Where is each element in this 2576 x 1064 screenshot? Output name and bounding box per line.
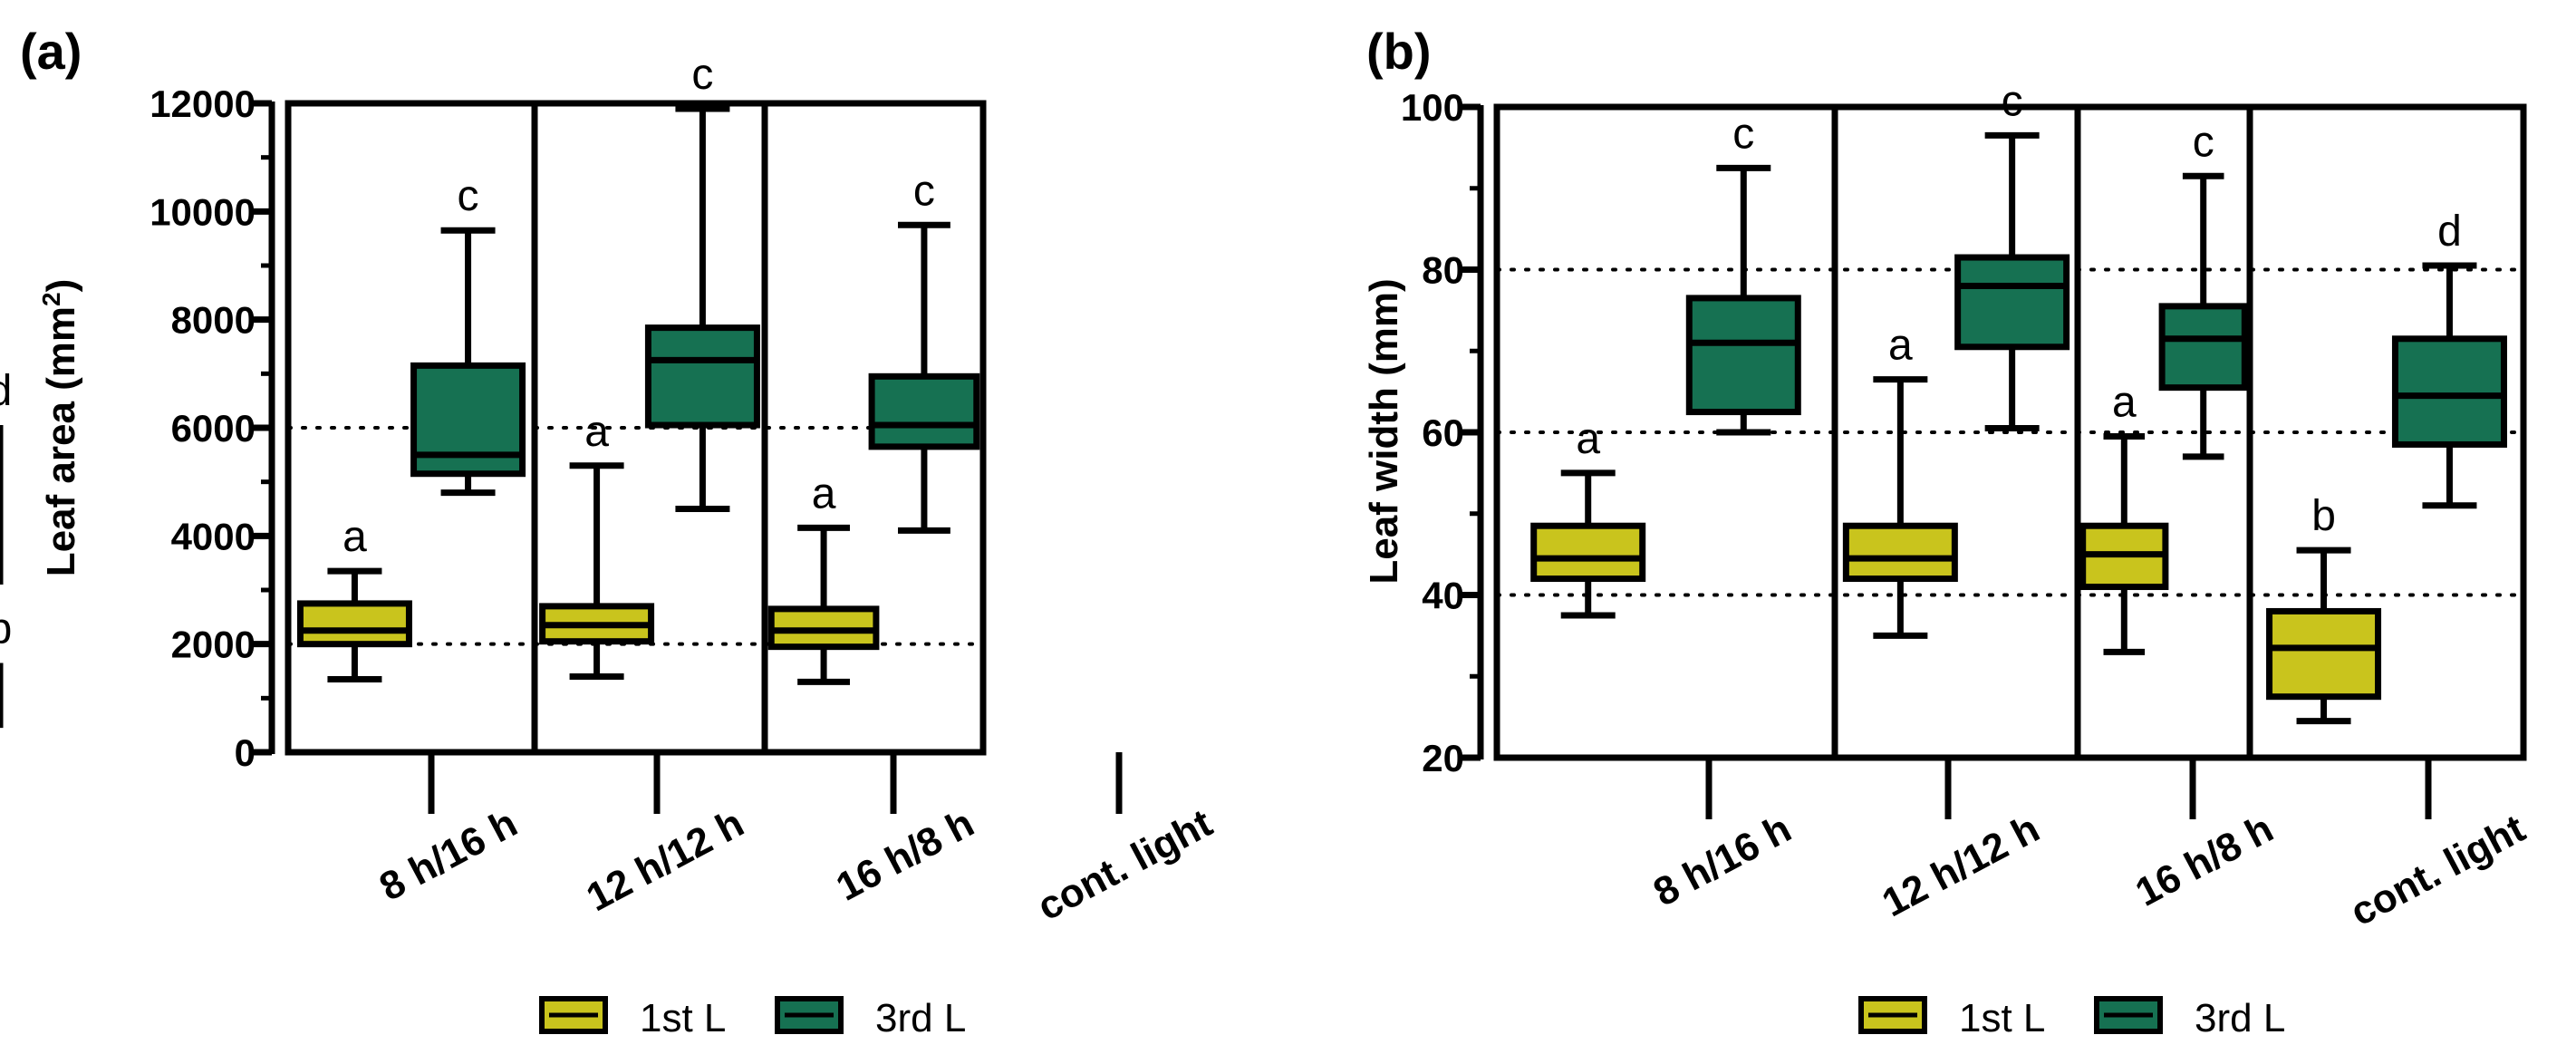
significance-letter: c — [1732, 110, 1754, 158]
significance-letter: c — [2002, 77, 2023, 125]
box-first-leaf: b — [2266, 492, 2382, 725]
box-iqr — [1842, 522, 1958, 583]
panel-b: (b) Leaf width (mm) 20 40 60 80 100 a c 8 h/16 h a… — [1362, 23, 2533, 1040]
plot-frame — [285, 100, 987, 756]
significance-letter: a — [2112, 378, 2137, 426]
box-third-leaf: c — [410, 172, 526, 497]
y-tick-label: 10000 — [150, 190, 256, 233]
box-iqr — [1685, 295, 1801, 416]
box-iqr — [2391, 335, 2507, 448]
y-tick-label: 4000 — [171, 515, 256, 557]
y-tick-label: 8000 — [171, 299, 256, 342]
x-category-label: 16 h/8 h — [2128, 807, 2281, 915]
box-iqr — [868, 372, 980, 450]
x-category-label: 8 h/16 h — [1646, 807, 1799, 915]
box-iqr — [1530, 522, 1646, 583]
y-tick-label: 80 — [1422, 249, 1464, 292]
box-first-leaf: b — [0, 605, 12, 729]
significance-letter: a — [1888, 322, 1913, 370]
significance-letter: b — [0, 605, 12, 653]
box-third-leaf: c — [644, 51, 760, 512]
significance-letter: a — [584, 408, 609, 456]
significance-letter: d — [2437, 208, 2462, 256]
box-first-leaf: a — [296, 513, 412, 682]
significance-letter: c — [2193, 118, 2214, 166]
x-category-label: 8 h/16 h — [372, 801, 525, 910]
legend-label: 1st L — [640, 996, 726, 1040]
y-axis-label: Leaf width (mm) — [1362, 278, 1406, 584]
box-iqr — [644, 324, 760, 429]
y-axis-label-superscript: 2 — [37, 292, 65, 306]
legend: 1st L 3rd L — [1858, 996, 2285, 1040]
panel-label: (b) — [1366, 23, 1432, 80]
legend-label: 3rd L — [2195, 996, 2285, 1040]
box-third-leaf: c — [1685, 110, 1801, 436]
y-tick-label: 2000 — [171, 624, 256, 666]
box-iqr — [1954, 254, 2070, 351]
significance-letter: c — [913, 167, 935, 215]
legend-label: 1st L — [1959, 996, 2045, 1040]
x-category-label: 12 h/12 h — [579, 801, 750, 921]
box-third-leaf: d — [2391, 208, 2507, 509]
box-iqr — [2158, 303, 2248, 392]
significance-letter: a — [812, 469, 836, 517]
y-tick-label: 0 — [235, 731, 256, 774]
box-first-leaf: a — [1842, 322, 1958, 639]
y-axis-label-main: Leaf width (mm) — [1362, 278, 1406, 584]
box-third-leaf: c — [2158, 118, 2248, 460]
box-third-leaf: c — [1954, 77, 2070, 432]
significance-letter: b — [2311, 492, 2336, 540]
x-category-label: cont. light — [1030, 800, 1220, 929]
box-first-leaf: a — [1530, 415, 1646, 619]
x-category-label: 16 h/8 h — [829, 801, 981, 910]
box-first-leaf: a — [539, 408, 655, 680]
y-axis-label-tail: ) — [39, 279, 83, 293]
significance-letter: d — [0, 367, 12, 415]
y-tick-label: 40 — [1422, 575, 1464, 617]
significance-letter: a — [1576, 415, 1600, 463]
y-axis-label-main: Leaf area (mm — [39, 306, 83, 576]
legend: 1st L 3rd L — [539, 996, 966, 1040]
x-category-label: cont. light — [2343, 806, 2533, 934]
significance-letter: c — [458, 172, 479, 220]
y-tick-label: 12000 — [150, 82, 256, 125]
y-axis-label: Leaf area (mm2) — [37, 279, 83, 577]
y-tick-label: 100 — [1401, 86, 1464, 129]
box-first-leaf: a — [2079, 378, 2169, 655]
panel-a: (a) Leaf area (mm2) 0 2000 4000 6000 8000 10000… — [0, 23, 1220, 1040]
legend-label: 3rd L — [875, 996, 966, 1040]
y-tick-label: 6000 — [171, 407, 256, 450]
box-third-leaf: d — [0, 367, 12, 585]
x-category-label: 12 h/12 h — [1875, 807, 2046, 926]
plot-frame — [1493, 103, 2527, 761]
box-iqr — [2266, 607, 2382, 701]
y-tick-label: 60 — [1422, 411, 1464, 454]
box-iqr — [296, 600, 412, 648]
panel-label: (a) — [20, 23, 82, 80]
box-first-leaf: a — [767, 469, 880, 685]
y-tick-label: 20 — [1422, 737, 1464, 779]
significance-letter: a — [343, 513, 367, 561]
significance-letter: c — [691, 51, 713, 99]
box-third-leaf: c — [868, 167, 980, 534]
